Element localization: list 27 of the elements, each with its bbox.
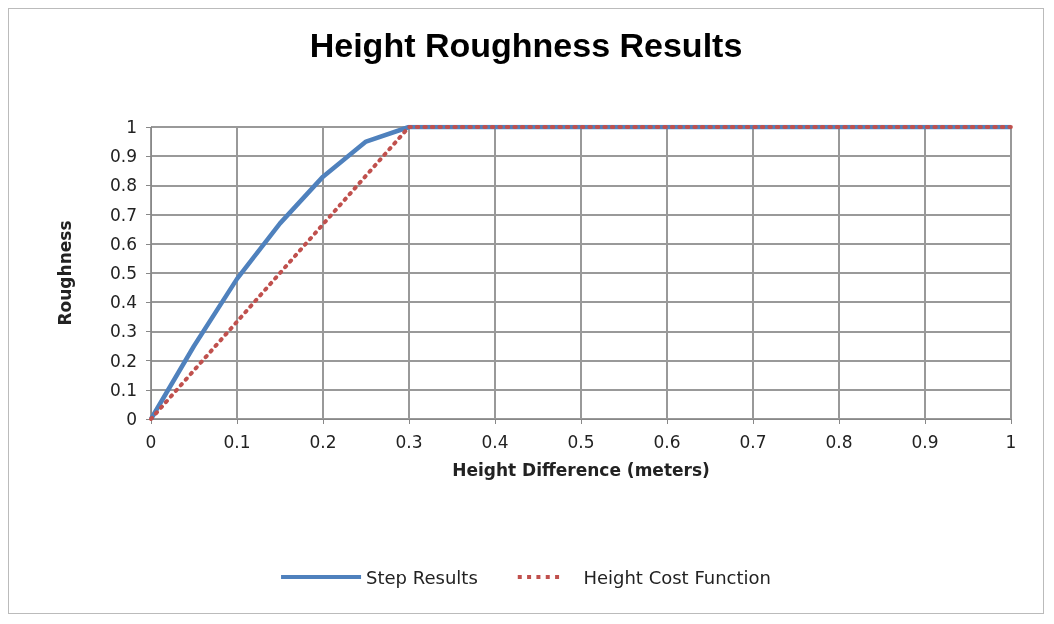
- x-tick-label: 1: [1005, 431, 1017, 452]
- legend-label: Step Results: [366, 566, 478, 588]
- y-tick-label: 0.6: [109, 233, 137, 254]
- y-tick-label: 1: [126, 117, 137, 137]
- x-tick-label: 0.5: [567, 431, 595, 452]
- y-tick-label: 0.4: [109, 292, 137, 313]
- y-axis-title: Roughness: [54, 220, 75, 326]
- y-tick-label: 0.3: [109, 321, 137, 342]
- legend-label: Height Cost Function: [583, 566, 771, 588]
- chart-title: Height Roughness Results: [309, 26, 743, 64]
- x-axis-title: Height Difference (meters): [452, 459, 710, 480]
- y-tick-label: 0.1: [109, 379, 137, 400]
- y-tick-label: 0: [126, 409, 137, 429]
- x-tick-label: 0.6: [653, 431, 681, 452]
- y-tick-label: 0.9: [109, 146, 137, 167]
- x-tick-label: 0.4: [481, 431, 509, 452]
- x-tick-label: 0.3: [395, 431, 423, 452]
- x-tick-label: 0.7: [739, 431, 767, 452]
- x-tick-label: 0: [145, 431, 157, 452]
- y-tick-label: 0.8: [109, 175, 137, 196]
- x-tick-label: 0.8: [825, 431, 853, 452]
- y-tick-label: 0.7: [109, 204, 137, 225]
- y-tick-label: 0.5: [109, 263, 137, 283]
- x-tick-label: 0.9: [911, 431, 939, 452]
- x-tick-label: 0.1: [223, 431, 251, 452]
- y-tick-label: 0.2: [109, 350, 137, 371]
- x-tick-label: 0.2: [309, 431, 337, 452]
